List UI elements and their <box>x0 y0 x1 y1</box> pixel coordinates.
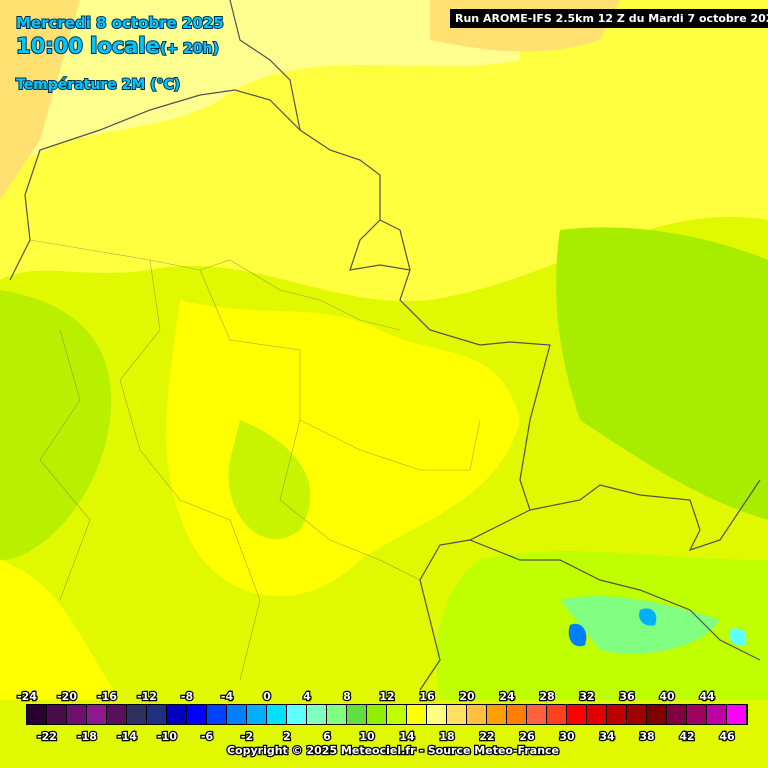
legend-label: 22 <box>479 730 494 743</box>
legend-swatch <box>67 705 86 724</box>
legend-swatch <box>207 705 226 724</box>
legend-swatch <box>227 705 246 724</box>
legend-label: -2 <box>241 730 253 743</box>
legend-label: 10 <box>359 730 375 743</box>
legend-label: 26 <box>519 730 535 743</box>
legend-label: 24 <box>499 690 515 703</box>
legend-label: -8 <box>181 690 193 703</box>
copyright: Copyright © 2025 Meteociel.fr - Source M… <box>227 744 559 757</box>
run-banner <box>450 9 768 28</box>
legend-swatch <box>187 705 206 724</box>
legend-swatch <box>407 705 426 724</box>
legend-label: 12 <box>379 690 394 703</box>
legend-swatch <box>707 705 726 724</box>
legend-label: 44 <box>699 690 715 703</box>
legend-swatch <box>647 705 666 724</box>
legend-swatch <box>247 705 266 724</box>
legend-swatch <box>127 705 146 724</box>
legend-swatch <box>47 705 66 724</box>
legend-label: -22 <box>37 730 57 743</box>
borders <box>9 0 761 691</box>
legend-swatch <box>307 705 326 724</box>
date: Mercredi 8 octobre 2025 <box>16 14 224 32</box>
legend-label: -10 <box>157 730 177 743</box>
legend-label: 34 <box>599 730 615 743</box>
legend-swatch <box>667 705 686 724</box>
time: 10:00 locale <box>16 34 160 58</box>
legend-swatch <box>687 705 706 724</box>
legend-swatch <box>447 705 466 724</box>
legend-swatch <box>467 705 486 724</box>
legend-label: 18 <box>439 730 454 743</box>
legend-label: 6 <box>323 730 331 743</box>
legend-swatch <box>387 705 406 724</box>
legend-label: 2 <box>283 730 291 743</box>
legend-swatch <box>627 705 646 724</box>
legend-label: -4 <box>221 690 234 703</box>
legend-label: -18 <box>77 730 97 743</box>
legend-label: 38 <box>639 730 654 743</box>
legend-label: -20 <box>57 690 77 703</box>
legend-swatch <box>567 705 586 724</box>
legend-swatch <box>347 705 366 724</box>
legend-label: 14 <box>399 730 415 743</box>
legend-swatch <box>167 705 186 724</box>
lead-time: (+ 20h) <box>160 41 219 57</box>
legend-label: -12 <box>137 690 157 703</box>
run-info: Run AROME-IFS 2.5km 12 Z du Mardi 7 octo… <box>455 12 768 25</box>
legend-label: -6 <box>201 730 214 743</box>
legend-label: -16 <box>97 690 117 703</box>
legend-swatch <box>547 705 566 724</box>
legend-swatch <box>607 705 626 724</box>
legend-label: 40 <box>659 690 675 703</box>
legend-label: 16 <box>419 690 435 703</box>
legend-swatch <box>107 705 126 724</box>
legend-swatch <box>487 705 506 724</box>
legend-swatch <box>147 705 166 724</box>
legend-swatch <box>587 705 606 724</box>
legend-label: 28 <box>539 690 554 703</box>
legend-swatch <box>527 705 546 724</box>
legend-swatch <box>367 705 386 724</box>
legend-label: 0 <box>263 690 271 703</box>
legend-label: 20 <box>459 690 475 703</box>
legend-label: 46 <box>719 730 735 743</box>
legend-swatch <box>27 705 46 724</box>
legend-label: -24 <box>17 690 37 703</box>
legend-swatch <box>507 705 526 724</box>
legend-label: 30 <box>559 730 575 743</box>
color-legend: -24-22-20-18-16-14-12-10-8-6-4-202468101… <box>16 689 748 744</box>
legend-label: 4 <box>303 690 311 703</box>
legend-label: 32 <box>579 690 594 703</box>
legend-swatch <box>427 705 446 724</box>
legend-swatch <box>727 705 746 724</box>
legend-label: 36 <box>619 690 635 703</box>
legend-label: 42 <box>679 730 694 743</box>
legend-label: 8 <box>343 690 351 703</box>
legend-swatch <box>287 705 306 724</box>
legend-swatch <box>87 705 106 724</box>
legend-swatch <box>327 705 346 724</box>
legend-label: -14 <box>117 730 137 743</box>
parameter: Température 2M (°C) <box>16 77 180 93</box>
legend-swatch <box>267 705 286 724</box>
